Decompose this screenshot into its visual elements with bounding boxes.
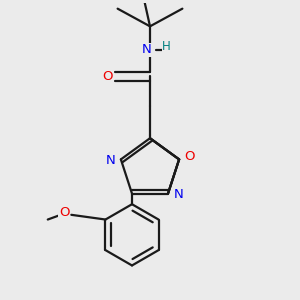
Text: O: O bbox=[184, 150, 195, 163]
Text: N: N bbox=[142, 44, 152, 56]
Text: N: N bbox=[105, 154, 115, 167]
Text: H: H bbox=[162, 40, 171, 53]
Text: O: O bbox=[59, 206, 70, 219]
Text: N: N bbox=[174, 188, 184, 201]
Text: O: O bbox=[102, 70, 113, 83]
